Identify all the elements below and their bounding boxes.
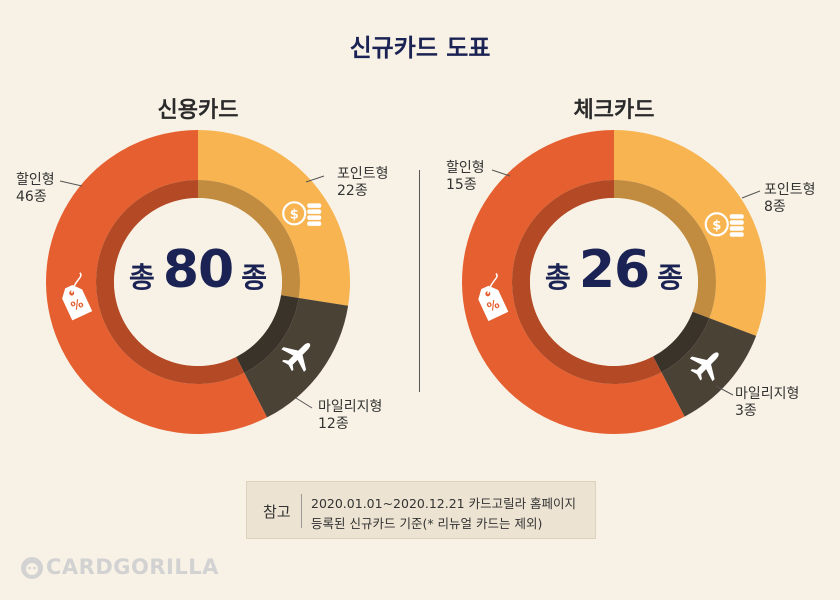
leader-line xyxy=(715,385,734,396)
credit-card-total: 총 80 종 xyxy=(98,240,298,300)
note-label: 참고 xyxy=(263,503,291,521)
coins-icon: $ xyxy=(282,201,322,226)
gorilla-logo-icon xyxy=(21,557,43,579)
chart-divider xyxy=(419,170,420,392)
credit-discount-label: 할인형 46종 xyxy=(16,172,55,206)
total-number: 80 xyxy=(162,240,234,300)
slice-count: 22종 xyxy=(337,183,368,199)
mileage-slice-inner-band xyxy=(653,311,710,373)
note-line-2: 등록된 신규카드 기준(* 리뉴얼 카드는 제외) xyxy=(311,516,543,531)
discount-slice-inner-band xyxy=(512,180,662,384)
leader-line xyxy=(59,180,83,187)
slice-name: 할인형 xyxy=(16,172,55,188)
point-slice-inner-band xyxy=(614,180,716,319)
point-slice xyxy=(614,130,767,336)
donut-hole xyxy=(530,198,698,366)
slice-name: 할인형 xyxy=(446,160,485,176)
slice-count: 46종 xyxy=(16,189,47,205)
svg-text:$: $ xyxy=(712,218,721,233)
svg-text:%: % xyxy=(69,296,86,314)
check-card-donut: $% xyxy=(462,130,767,435)
slice-count: 15종 xyxy=(446,177,477,193)
slice-count: 8종 xyxy=(764,199,786,215)
total-suffix: 종 xyxy=(241,261,267,294)
airplane-icon xyxy=(281,343,311,372)
total-number: 26 xyxy=(578,240,650,300)
slice-count: 3종 xyxy=(735,403,757,419)
total-suffix: 종 xyxy=(657,261,683,294)
brand-name: CARDGORILLA xyxy=(46,555,219,579)
slice-name: 포인트형 xyxy=(337,166,389,182)
leader-line xyxy=(491,169,511,177)
credit-mileage-label: 마일리지형 12종 xyxy=(318,399,382,433)
check-point-label: 포인트형 8종 xyxy=(764,182,816,216)
check-mileage-label: 마일리지형 3종 xyxy=(735,386,799,420)
slice-name: 포인트형 xyxy=(764,182,816,198)
mileage-slice-inner-band xyxy=(236,295,299,373)
credit-card-subtitle: 신용카드 xyxy=(157,98,239,123)
price-tag-icon: % xyxy=(478,272,509,322)
coins-icon: $ xyxy=(704,212,744,237)
slice-name: 마일리지형 xyxy=(735,386,800,402)
discount-slice xyxy=(462,130,685,435)
discount-slice xyxy=(46,130,268,435)
note-line-1: 2020.01.01~2020.12.21 카드고릴라 홈페이지 xyxy=(311,496,577,511)
slice-count: 12종 xyxy=(318,416,349,432)
airplane-icon xyxy=(689,352,719,382)
svg-text:%: % xyxy=(485,297,502,315)
check-card-subtitle: 체크카드 xyxy=(573,98,655,123)
donut-hole xyxy=(114,198,282,366)
slice-name: 마일리지형 xyxy=(318,399,383,415)
credit-card-donut: $% xyxy=(46,130,350,435)
point-slice-inner-band xyxy=(198,180,300,298)
leader-line xyxy=(305,175,325,183)
discount-slice-inner-band xyxy=(96,180,245,385)
point-slice xyxy=(198,130,350,306)
leader-lines xyxy=(59,169,761,409)
price-tag-icon: % xyxy=(62,272,93,321)
leader-line xyxy=(741,190,761,199)
svg-text:$: $ xyxy=(290,207,299,222)
reference-note: 참고 2020.01.01~2020.12.21 카드고릴라 홈페이지 등록된 … xyxy=(246,481,596,539)
note-separator xyxy=(301,494,302,528)
total-prefix: 총 xyxy=(545,261,571,294)
leader-line xyxy=(295,397,313,409)
total-prefix: 총 xyxy=(129,261,155,294)
page-title: 신규카드 도표 xyxy=(349,34,491,62)
check-discount-label: 할인형 15종 xyxy=(446,160,485,194)
check-card-total: 총 26 종 xyxy=(514,240,714,300)
credit-point-label: 포인트형 22종 xyxy=(337,166,389,200)
